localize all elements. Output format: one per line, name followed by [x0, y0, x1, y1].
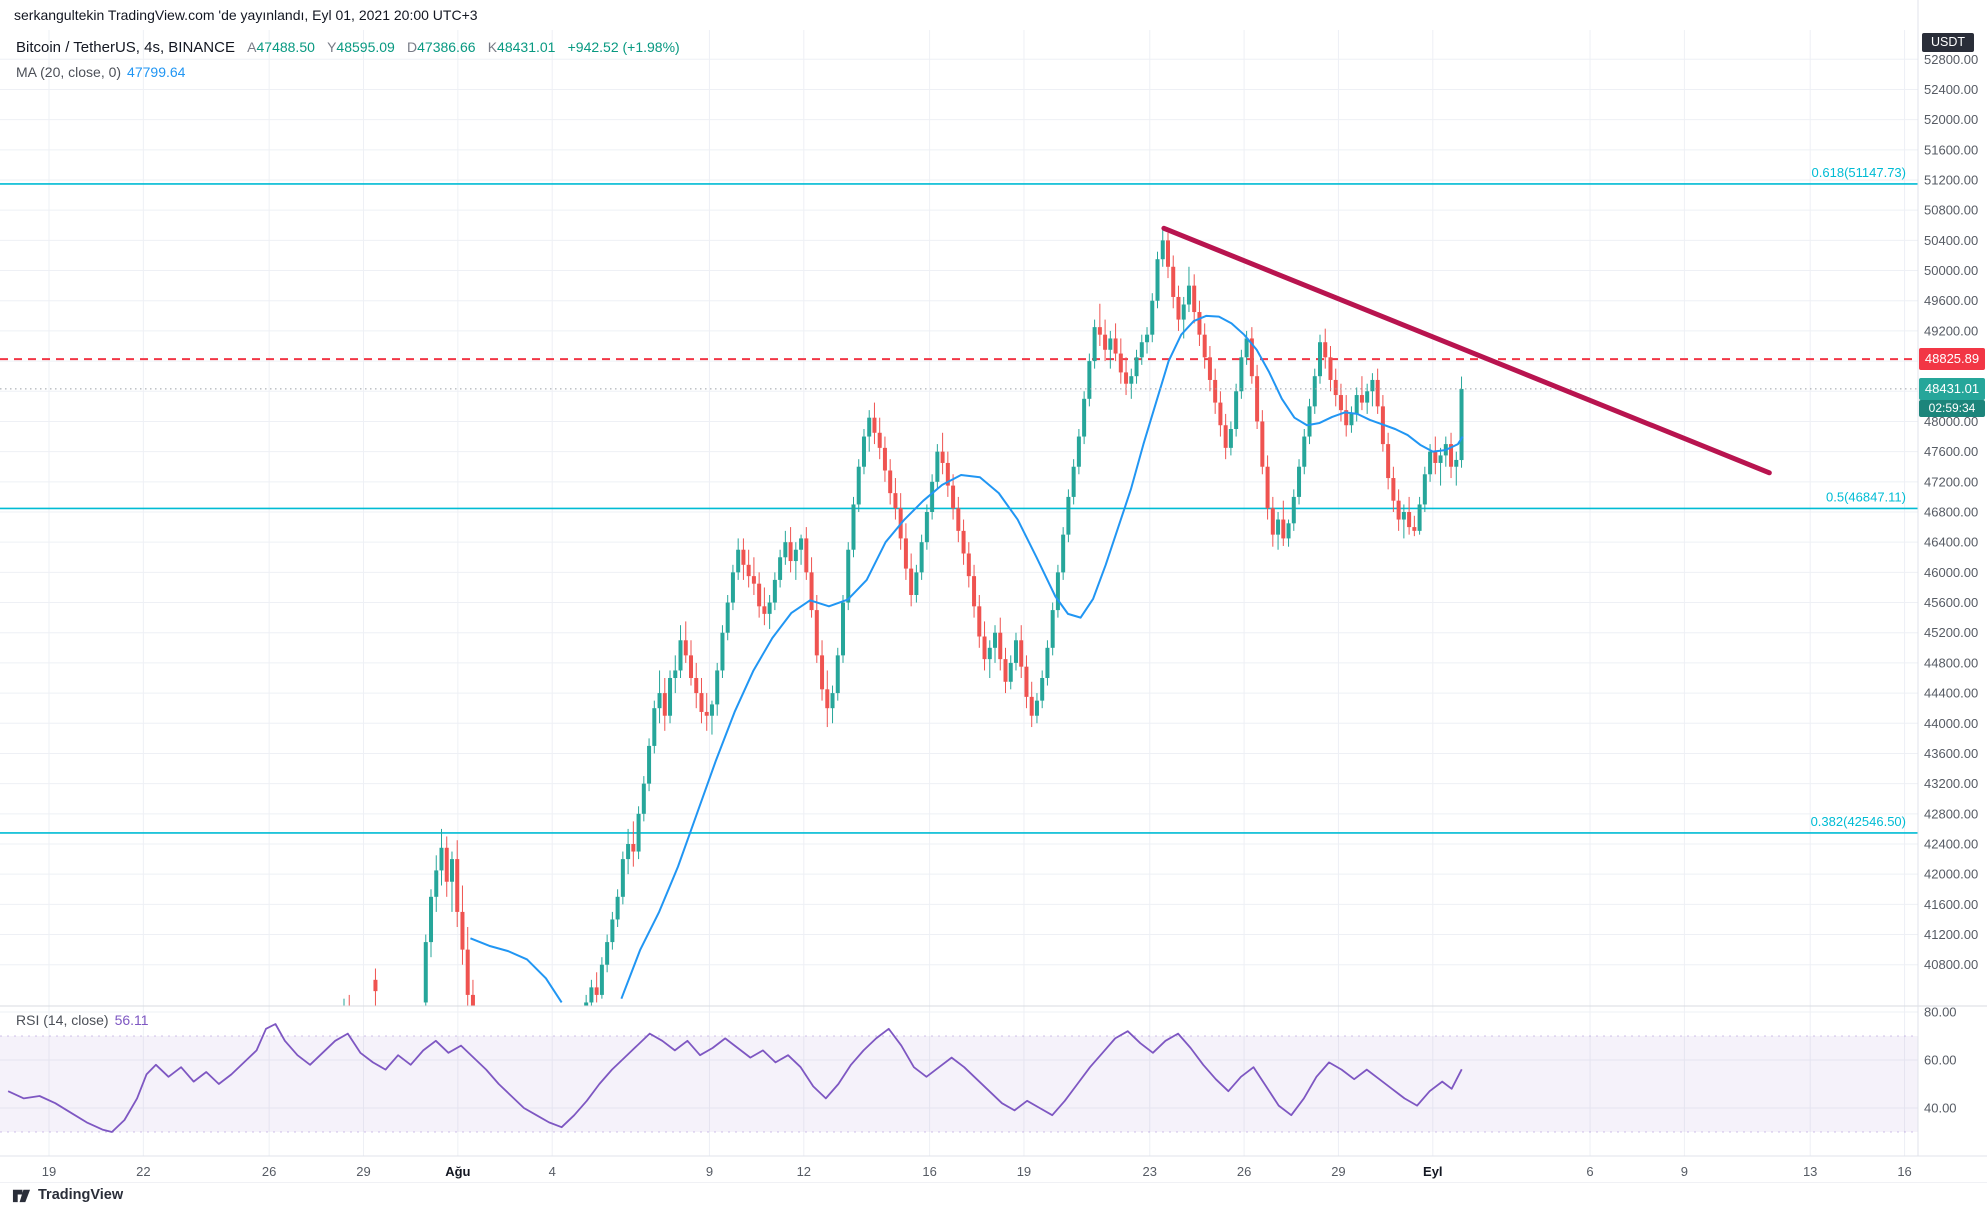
time-axis-label: 12 [797, 1164, 811, 1179]
last-price-badge: 48431.01 [1919, 377, 1985, 400]
snapshot-footer: TradingView [0, 1183, 1987, 1207]
tradingview-brand[interactable]: TradingView [38, 1187, 124, 1203]
rsi-axis-label: 40.00 [1924, 1101, 1957, 1116]
time-axis-label: 23 [1143, 1164, 1157, 1179]
price-axis[interactable]: 52800.00 52400.00 52000.00 51600.00 51200.00… [1924, 52, 1978, 1116]
fib-label: 0.382(42546.50) [1811, 814, 1906, 829]
price-axis-label: 48000.00 [1924, 414, 1978, 429]
price-axis-label: 52800.00 [1924, 52, 1978, 67]
time-axis-label: 19 [42, 1164, 56, 1179]
bar-countdown-badge: 02:59:34 [1919, 399, 1985, 417]
open-value: 47488.50 [256, 39, 315, 55]
price-axis-label: 43600.00 [1924, 746, 1978, 761]
time-axis-label: 16 [922, 1164, 936, 1179]
ma-value: 47799.64 [127, 64, 186, 80]
price-axis-label: 44000.00 [1924, 716, 1978, 731]
price-axis-label: 49200.00 [1924, 323, 1978, 338]
price-axis-label: 50400.00 [1924, 233, 1978, 248]
rsi-label: RSI (14, close) [16, 1012, 109, 1028]
time-axis[interactable]: 19 22 26 29 Ağu 4 9 12 16 19 23 26 29 Eyl 6 9 13 16 [42, 1164, 1912, 1179]
price-axis-label: 41600.00 [1924, 897, 1978, 912]
rsi-value: 56.11 [114, 1012, 149, 1028]
price-axis-label: 42000.00 [1924, 867, 1978, 882]
price-axis-label: 51600.00 [1924, 142, 1978, 157]
price-axis-label: 46000.00 [1924, 565, 1978, 580]
ma-label: MA (20, close, 0) [16, 64, 122, 80]
price-axis-label: 51200.00 [1924, 173, 1978, 188]
fib-label: 0.5(46847.11) [1826, 489, 1906, 504]
price-axis-label: 52000.00 [1924, 112, 1978, 127]
time-axis-label: 16 [1897, 1164, 1911, 1179]
candles [343, 228, 1464, 1006]
price-axis-label: 42400.00 [1924, 837, 1978, 852]
time-axis-label: Ağu [445, 1164, 470, 1179]
price-axis-label: 42800.00 [1924, 806, 1978, 821]
time-axis-label: 4 [549, 1164, 556, 1179]
rsi-axis-label: 80.00 [1924, 1005, 1957, 1020]
rsi-line[interactable] [7, 1023, 1463, 1133]
price-axis-label: 47600.00 [1924, 444, 1978, 459]
tradingview-logo-icon[interactable] [12, 1186, 31, 1205]
price-axis-label: 52400.00 [1924, 82, 1978, 97]
fib-levels: 0.618(51147.73) 0.5(46847.11) 0.382(42546.… [0, 165, 1918, 834]
time-axis-label: 29 [1331, 1164, 1345, 1179]
descending-trendline[interactable] [1161, 225, 1772, 476]
low-label: D [407, 39, 418, 55]
low-value: 47386.66 [417, 39, 476, 55]
time-axis-label: 26 [262, 1164, 276, 1179]
price-axis-label: 50000.00 [1924, 263, 1978, 278]
price-axis-label: 45600.00 [1924, 595, 1978, 610]
time-axis-label: 26 [1237, 1164, 1251, 1179]
time-axis-label: 9 [706, 1164, 713, 1179]
gridlines [0, 30, 1918, 1156]
time-axis-label: 13 [1803, 1164, 1817, 1179]
time-axis-label: 22 [136, 1164, 150, 1179]
time-axis-label: 6 [1586, 1164, 1593, 1179]
symbol-legend: Bitcoin / TetherUS, 4s, BINANCE A47488.5… [16, 39, 680, 56]
publish-info: serkangultekin TradingView.com 'de yayın… [14, 7, 478, 23]
axis-currency-badge: USDT [1922, 33, 1974, 52]
price-axis-label: 50800.00 [1924, 203, 1978, 218]
fib-label: 0.618(51147.73) [1812, 165, 1906, 180]
time-axis-label: Eyl [1423, 1164, 1443, 1179]
price-axis-label: 44800.00 [1924, 655, 1978, 670]
rsi-band [0, 1036, 1918, 1132]
price-axis-label: 41200.00 [1924, 927, 1978, 942]
time-axis-label: 29 [356, 1164, 370, 1179]
rsi-axis-label: 60.00 [1924, 1053, 1957, 1068]
price-axis-label: 45200.00 [1924, 625, 1978, 640]
price-axis-label: 43200.00 [1924, 776, 1978, 791]
close-value: 48431.01 [497, 39, 556, 55]
alert-price-badge: 48825.89 [1919, 348, 1985, 371]
price-axis-label: 49600.00 [1924, 293, 1978, 308]
high-value: 48595.09 [336, 39, 395, 55]
time-axis-label: 9 [1681, 1164, 1688, 1179]
price-axis-label: 44400.00 [1924, 686, 1978, 701]
time-axis-label: 19 [1017, 1164, 1031, 1179]
change-value: +942.52 (+1.98%) [567, 39, 680, 55]
price-axis-label: 47200.00 [1924, 474, 1978, 489]
open-label: A [247, 39, 257, 55]
price-axis-label: 40800.00 [1924, 957, 1978, 972]
ma20-line[interactable] [470, 314, 1464, 1004]
symbol-title[interactable]: Bitcoin / TetherUS, 4s, BINANCE [16, 39, 235, 56]
high-label: Y [327, 39, 337, 55]
close-label: K [487, 39, 498, 55]
price-axis-label: 46800.00 [1924, 505, 1978, 520]
price-axis-label: 46400.00 [1924, 535, 1978, 550]
ma-legend[interactable]: MA (20, close, 0) 47799.64 [16, 64, 185, 80]
rsi-legend[interactable]: RSI (14, close) 56.11 [16, 1012, 149, 1028]
